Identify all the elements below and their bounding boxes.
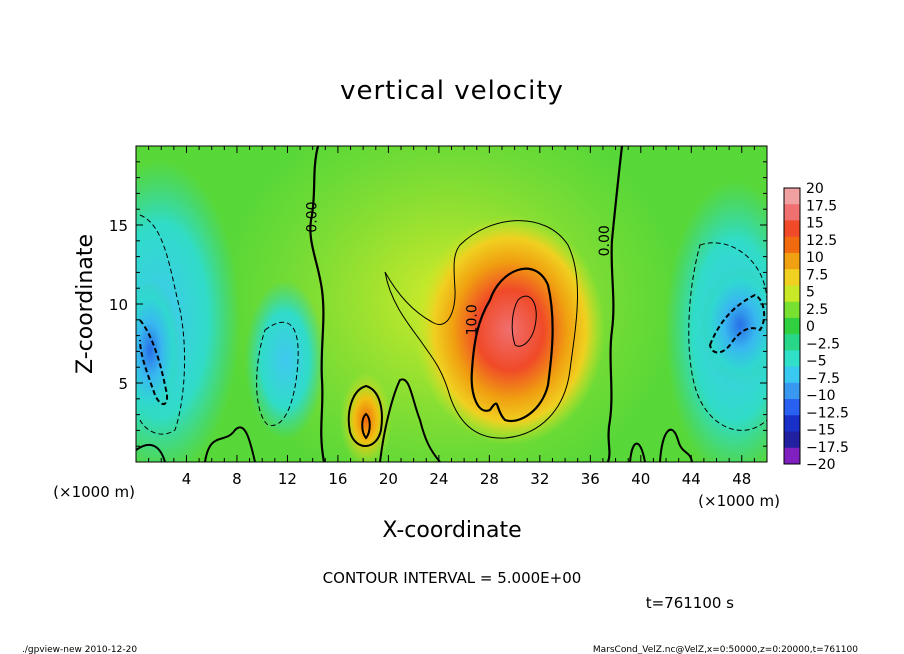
colorbar-swatch	[784, 220, 800, 238]
colorbar-label: −17.5	[806, 440, 849, 456]
colorbar-swatch	[784, 188, 800, 205]
contour-neg-right-inner	[708, 293, 766, 354]
colorbar-label: 7.5	[806, 267, 828, 283]
contour-neg-mid	[256, 321, 299, 426]
heatmap-field	[136, 146, 767, 462]
colorbar-swatch	[784, 334, 800, 351]
colorbar-label: 0	[806, 319, 815, 335]
colorbar-label: −10	[806, 388, 836, 404]
colorbar-swatch	[784, 431, 800, 449]
x-tick-label: 28	[480, 470, 499, 488]
contour-zero-bottom	[136, 378, 693, 462]
y-tick-label: 15	[109, 217, 128, 235]
contour-labels: 0.00 0.00 10.0	[304, 202, 613, 336]
colorbar-label: 12.5	[806, 233, 837, 249]
colorbar-swatch	[784, 399, 800, 416]
y-tick-label: 10	[109, 296, 128, 314]
y-axis-ticks: 5 10 15	[109, 161, 767, 447]
contour-15	[511, 295, 537, 347]
chart-title: vertical velocity	[340, 76, 564, 106]
colorbar-swatch	[784, 204, 800, 221]
contour-interval-text: CONTOUR INTERVAL = 5.000E+00	[323, 569, 582, 587]
colorbar-swatch	[784, 415, 800, 433]
x-tick-label: 40	[631, 470, 650, 488]
time-text: t=761100 s	[646, 594, 734, 612]
colorbar-label: 17.5	[806, 198, 837, 214]
x-tick-label: 48	[732, 470, 751, 488]
colorbar-label: 20	[806, 181, 824, 197]
x-tick-label: 44	[682, 470, 701, 488]
colorbar-swatch	[784, 285, 800, 303]
contour-5-small	[347, 384, 383, 447]
colorbar-swatch	[784, 269, 800, 286]
colorbar-label: 10	[806, 250, 824, 266]
y-axis-label: Z-coordinate	[73, 234, 98, 374]
contour-label: 0.00	[597, 225, 613, 256]
contour-zero-right	[606, 146, 624, 462]
contour-10	[470, 267, 554, 423]
x-tick-label: 32	[530, 470, 549, 488]
colorbar-swatch	[784, 447, 800, 465]
colorbar-label: −20	[806, 457, 836, 473]
contour-lines	[136, 146, 767, 462]
colorbar-label: 2.5	[806, 302, 828, 318]
colorbar-swatch	[784, 252, 800, 270]
colorbar-swatch	[784, 382, 800, 400]
colorbar-label: 5	[806, 285, 815, 301]
x-tick-label: 4	[182, 470, 192, 488]
contour-zero-left	[309, 146, 326, 462]
contour-10-small	[361, 412, 371, 440]
colorbar-label: −5	[806, 354, 827, 370]
x-tick-label: 12	[278, 470, 297, 488]
colorbar-label: −15	[806, 423, 836, 439]
colorbar-swatch	[784, 366, 800, 384]
colorbar-label: −12.5	[806, 405, 849, 421]
colorbar-frame	[783, 187, 801, 465]
contour-label: 10.0	[465, 304, 481, 335]
footer-right: MarsCond_VelZ.nc@VelZ,x=0:50000,z=0:2000…	[593, 645, 858, 654]
x-tick-label: 16	[328, 470, 347, 488]
x-tick-label: 36	[581, 470, 600, 488]
x-tick-label: 8	[232, 470, 242, 488]
colorbar-swatch	[784, 236, 800, 254]
contour-neg-right	[688, 242, 767, 431]
x-unit-left: (×1000 m)	[53, 483, 135, 501]
colorbar-label: 15	[806, 216, 824, 232]
x-unit-right: (×1000 m)	[698, 492, 780, 510]
colorbar-label: −2.5	[806, 336, 840, 352]
footer-left: ./gpview-new 2010-12-20	[22, 645, 137, 654]
colorbar-swatch	[784, 317, 800, 335]
contour-label: 0.00	[304, 202, 320, 233]
colorbar-swatch	[784, 301, 800, 319]
y-tick-label: 5	[118, 375, 128, 393]
x-axis-label: X-coordinate	[382, 518, 521, 543]
x-axis-ticks: 4 8 12 16 20 24 28 32 36 40 44 48	[148, 146, 755, 488]
contour-neg-left	[139, 214, 186, 435]
contour-5	[384, 220, 579, 439]
x-tick-label: 24	[429, 470, 448, 488]
colorbar-swatch	[784, 350, 800, 368]
x-tick-label: 20	[379, 470, 398, 488]
colorbar-label: −7.5	[806, 371, 840, 387]
contour-neg-left-inner	[139, 319, 168, 405]
